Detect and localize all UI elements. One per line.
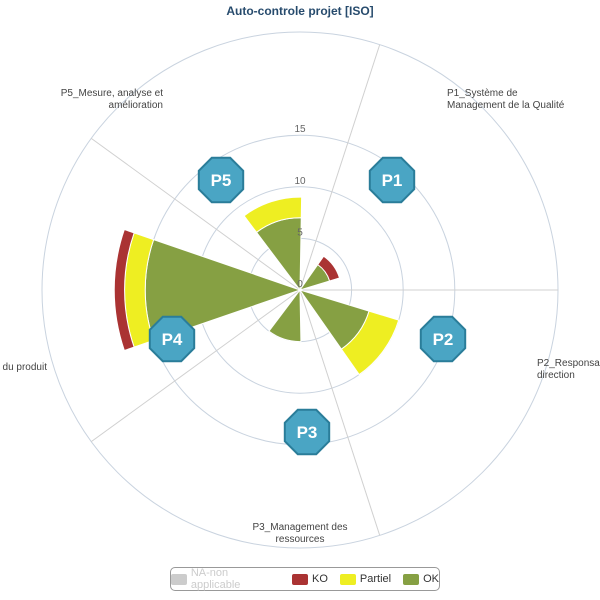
y-tick-label: 0	[297, 279, 303, 290]
labels-layer: 0 5 10 15 P1_Système de Management de la Qual…	[0, 88, 600, 545]
category-label-p5: P5_Mesure, analyse et amélioration	[61, 88, 164, 111]
badge-label: P3	[297, 423, 318, 442]
badge-label: P4	[162, 330, 183, 349]
badge-p4: P4	[148, 315, 196, 363]
grid-spoke	[299, 289, 381, 536]
legend-swatch	[292, 573, 308, 585]
y-tick-label: 15	[294, 124, 306, 135]
category-label-p2: P2_Responsabilité de ladirection	[537, 358, 600, 381]
badge-p3: P3	[283, 408, 331, 456]
legend-label: KO	[312, 573, 328, 585]
bar-partiel-2[interactable]	[340, 310, 400, 376]
legend-label: Partiel	[359, 573, 392, 585]
grid-spoke	[90, 137, 301, 291]
bar-ko-4[interactable]	[113, 228, 135, 352]
badge-p1: P1	[368, 156, 416, 204]
bar-ok-3[interactable]	[268, 288, 302, 343]
legend: NA-non applicable KO Partiel OK	[170, 567, 440, 591]
bars-layer	[113, 196, 400, 376]
legend-label: NA-non applicable	[190, 567, 241, 591]
badge-p2: P2	[419, 315, 467, 363]
grid-spoke	[90, 289, 301, 443]
badge-p5: P5	[197, 156, 245, 204]
legend-item-partiel[interactable]: Partiel	[339, 573, 392, 585]
badge-label: P2	[433, 330, 454, 349]
legend-item-ok[interactable]: OK	[403, 573, 439, 585]
badge-label: P1	[382, 171, 403, 190]
legend-item-na-non-applicable[interactable]: NA-non applicable	[171, 567, 280, 591]
legend-swatch	[403, 573, 420, 585]
legend-item-ko[interactable]: KO	[292, 573, 328, 585]
bar-partiel-5[interactable]	[243, 196, 303, 234]
y-tick-label: 5	[297, 227, 303, 238]
bar-ko-1[interactable]	[317, 255, 341, 282]
category-label-p4: P4_Réalisation du produit	[0, 362, 47, 373]
category-label-p1: P1_Système de Management de la Qualité	[447, 88, 565, 111]
category-label-p3: P3_Management des ressources	[252, 522, 347, 545]
badge-label: P5	[211, 171, 232, 190]
legend-swatch	[171, 573, 187, 585]
y-tick-label: 10	[294, 176, 306, 187]
legend-swatch	[339, 573, 356, 585]
legend-label: OK	[423, 573, 439, 585]
chart-title: Auto-controle projet [ISO]	[226, 4, 374, 18]
grid-spoke	[299, 44, 381, 291]
badges-layer: P1 P2 P3 P4 P5	[148, 156, 467, 456]
